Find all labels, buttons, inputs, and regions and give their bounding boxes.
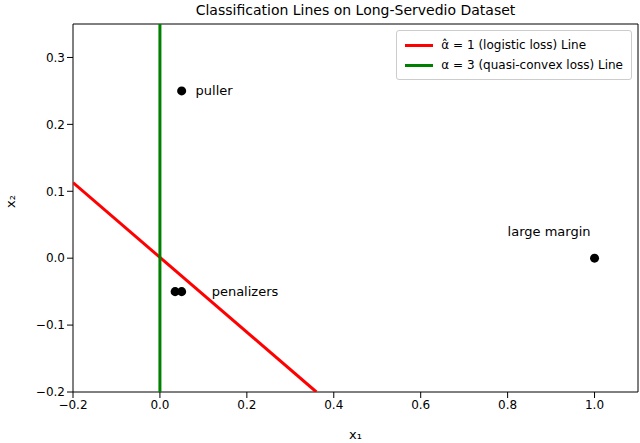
svg-text:−0.2: −0.2	[58, 398, 87, 412]
html-text:Classification Lines on Long-S: Classification Lines on Long-Servedio Da…	[195, 2, 516, 18]
html-text:α̂ = 1 (logistic loss) Line: α̂ = 1 (logistic loss) Line	[441, 38, 587, 52]
svg-text:0.8: 0.8	[498, 398, 517, 412]
svg-text:−0.1: −0.1	[36, 318, 65, 332]
svg-text:0.3: 0.3	[46, 51, 65, 65]
svg-text:0.4: 0.4	[324, 398, 343, 412]
svg-text:0.0: 0.0	[46, 251, 65, 265]
svg-text:puller: puller	[196, 83, 234, 98]
svg-text:0.2: 0.2	[46, 118, 65, 132]
svg-text:x₂: x₂	[8, 195, 18, 208]
svg-text:penalizers: penalizers	[212, 284, 279, 299]
svg-text:0.1: 0.1	[46, 185, 65, 199]
svg-text:0.6: 0.6	[411, 398, 430, 412]
svg-text:0.0: 0.0	[150, 398, 169, 412]
svg-text:0.2: 0.2	[237, 398, 256, 412]
svg-text:large margin: large margin	[508, 224, 591, 239]
svg-text:−0.2: −0.2	[36, 385, 65, 399]
html-text:α = 3 (quasi-convex loss) Line: α = 3 (quasi-convex loss) Line	[441, 58, 623, 72]
svg-text:1.0: 1.0	[585, 398, 604, 412]
svg-text:x₁: x₁	[349, 427, 362, 442]
